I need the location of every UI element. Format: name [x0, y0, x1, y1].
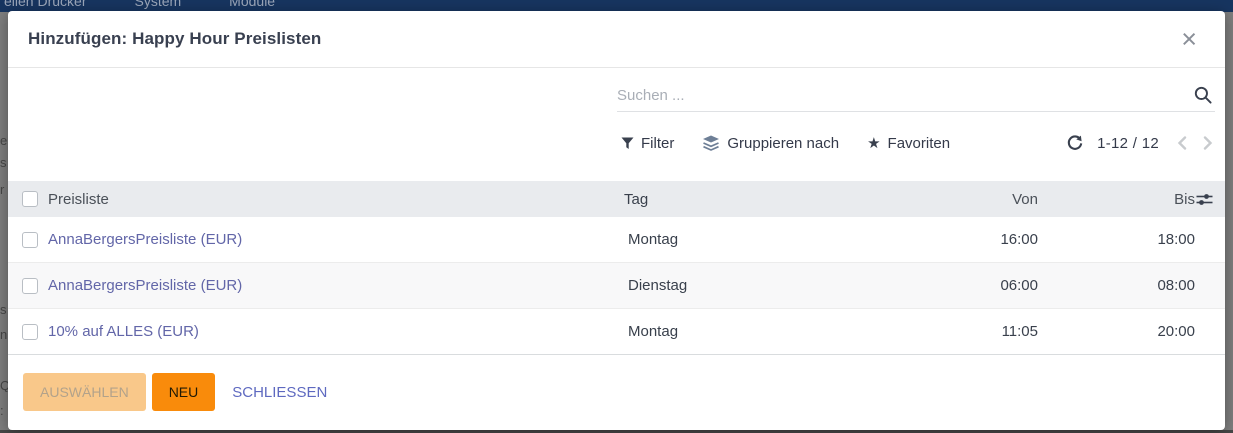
column-header-preisliste[interactable]: Preisliste — [48, 190, 109, 208]
filter-button[interactable]: Filter — [621, 135, 674, 152]
search-controls-row: Filter Gruppieren nach ★ Favoriten — [621, 128, 1213, 158]
dialog-header: Hinzufügen: Happy Hour Preislisten × — [8, 11, 1225, 68]
backdrop-text-fragment: s — [0, 156, 7, 169]
pager: 1-12 / 12 — [1067, 135, 1213, 152]
filter-label: Filter — [641, 134, 675, 152]
table-header-row: Preisliste Tag Von Bis — [8, 181, 1225, 217]
row-checkbox[interactable] — [22, 277, 38, 294]
backdrop-text-fragment: r — [0, 183, 5, 196]
backdrop-text-fragment: e — [0, 134, 8, 147]
close-icon[interactable]: × — [1181, 24, 1197, 54]
layers-icon — [702, 135, 720, 151]
backdrop-text-fragment: n — [0, 328, 8, 341]
row-from-time: 11:05 — [1001, 323, 1038, 340]
backdrop-text-fragment: s — [0, 303, 7, 316]
group-by-label: Gruppieren nach — [727, 134, 840, 152]
select-all-checkbox[interactable] — [22, 191, 38, 207]
row-from-time: 06:00 — [1000, 277, 1038, 294]
table-row[interactable]: AnnaBergersPreisliste (EUR) Dienstag 06:… — [8, 263, 1225, 309]
search-icon[interactable] — [1185, 85, 1215, 107]
row-day: Montag — [628, 231, 679, 248]
dialog-title: Hinzufügen: Happy Hour Preislisten — [28, 29, 322, 48]
column-header-bis[interactable]: Bis — [1174, 190, 1195, 208]
new-button[interactable]: NEU — [151, 373, 216, 411]
pager-previous-icon[interactable] — [1177, 136, 1187, 150]
table-row[interactable]: AnnaBergersPreisliste (EUR) Montag 16:00… — [8, 217, 1225, 263]
search-area — [617, 80, 1215, 112]
column-header-tag[interactable]: Tag — [624, 190, 649, 208]
top-navbar: ellen Drucker System Module — [0, 0, 1233, 12]
optional-columns-icon[interactable] — [1195, 192, 1225, 207]
row-day: Montag — [628, 323, 679, 340]
row-to-time: 18:00 — [1157, 231, 1195, 248]
backdrop-text-fragment: Q — [0, 379, 9, 392]
navbar-item-module[interactable]: Module — [229, 0, 276, 9]
search-input[interactable] — [617, 87, 1185, 104]
refresh-icon[interactable] — [1067, 135, 1083, 151]
pager-range: 1-12 / 12 — [1097, 134, 1159, 152]
row-checkbox[interactable] — [22, 323, 38, 340]
row-pricelist-link[interactable]: 10% auf ALLES (EUR) — [48, 323, 199, 340]
pager-next-icon[interactable] — [1203, 136, 1213, 150]
navbar-item-drucker[interactable]: ellen Drucker — [4, 0, 87, 9]
row-to-time: 08:00 — [1157, 277, 1195, 294]
filter-icon — [621, 137, 634, 150]
star-icon: ★ — [867, 134, 881, 152]
row-day: Dienstag — [628, 277, 688, 294]
backdrop-text-fragment: : — [0, 404, 4, 417]
add-pricelist-dialog: Hinzufügen: Happy Hour Preislisten × — [8, 11, 1225, 430]
row-checkbox[interactable] — [22, 231, 38, 248]
row-pricelist-link[interactable]: AnnaBergersPreisliste (EUR) — [48, 277, 243, 294]
row-pricelist-link[interactable]: AnnaBergersPreisliste (EUR) — [48, 231, 243, 248]
table-row[interactable]: 10% auf ALLES (EUR) Montag 11:05 20:00 — [8, 309, 1225, 355]
select-button[interactable]: AUSWÄHLEN — [23, 373, 146, 411]
dialog-footer: AUSWÄHLEN NEU SCHLIESSEN — [8, 373, 1225, 411]
schliessen-link[interactable]: SCHLIESSEN — [232, 383, 328, 401]
favorites-button[interactable]: ★ Favoriten — [867, 135, 950, 152]
column-header-von[interactable]: Von — [1012, 190, 1038, 208]
group-by-button[interactable]: Gruppieren nach — [702, 135, 839, 152]
navbar-item-system[interactable]: System — [134, 0, 182, 9]
pricelist-table: Preisliste Tag Von Bis AnnaBergersPreisl… — [8, 181, 1225, 355]
row-to-time: 20:00 — [1157, 323, 1195, 340]
row-from-time: 16:00 — [1000, 231, 1038, 248]
favorites-label: Favoriten — [887, 134, 951, 152]
backdrop-bottom-edge — [0, 430, 1233, 433]
